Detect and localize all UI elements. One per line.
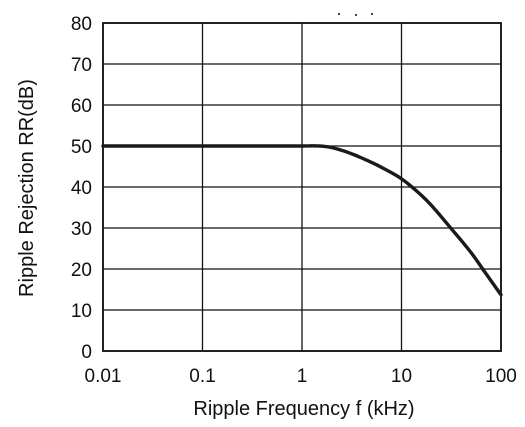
series-line [101, 144, 503, 297]
scan-specks [337, 12, 374, 17]
x-tick-label: 0.1 [189, 366, 215, 387]
y-tick-labels: 0 10 20 30 40 50 60 70 80 [71, 14, 92, 363]
y-tick-label: 30 [71, 219, 92, 240]
x-tick-label: 1 [297, 366, 308, 387]
y-tick-label: 50 [71, 137, 92, 158]
grid [102, 22, 502, 352]
y-tick-label: 10 [71, 301, 92, 322]
x-tick-label: 100 [485, 366, 517, 387]
y-tick-label: 20 [71, 260, 92, 281]
y-tick-label: 80 [71, 14, 92, 35]
y-tick-label: 70 [71, 55, 92, 76]
y-tick-label: 0 [81, 342, 92, 363]
x-tick-label: 0.01 [85, 366, 122, 387]
x-axis-label: Ripple Frequency f (kHz) [193, 398, 414, 420]
x-tick-labels: 0.01 0.1 1 10 100 [85, 366, 517, 387]
y-tick-label: 60 [71, 96, 92, 117]
y-axis-label: Ripple Rejection RR(dB) [16, 79, 38, 297]
plot-frame [102, 22, 502, 352]
x-tick-label: 10 [391, 366, 412, 387]
y-tick-label: 40 [71, 178, 92, 199]
